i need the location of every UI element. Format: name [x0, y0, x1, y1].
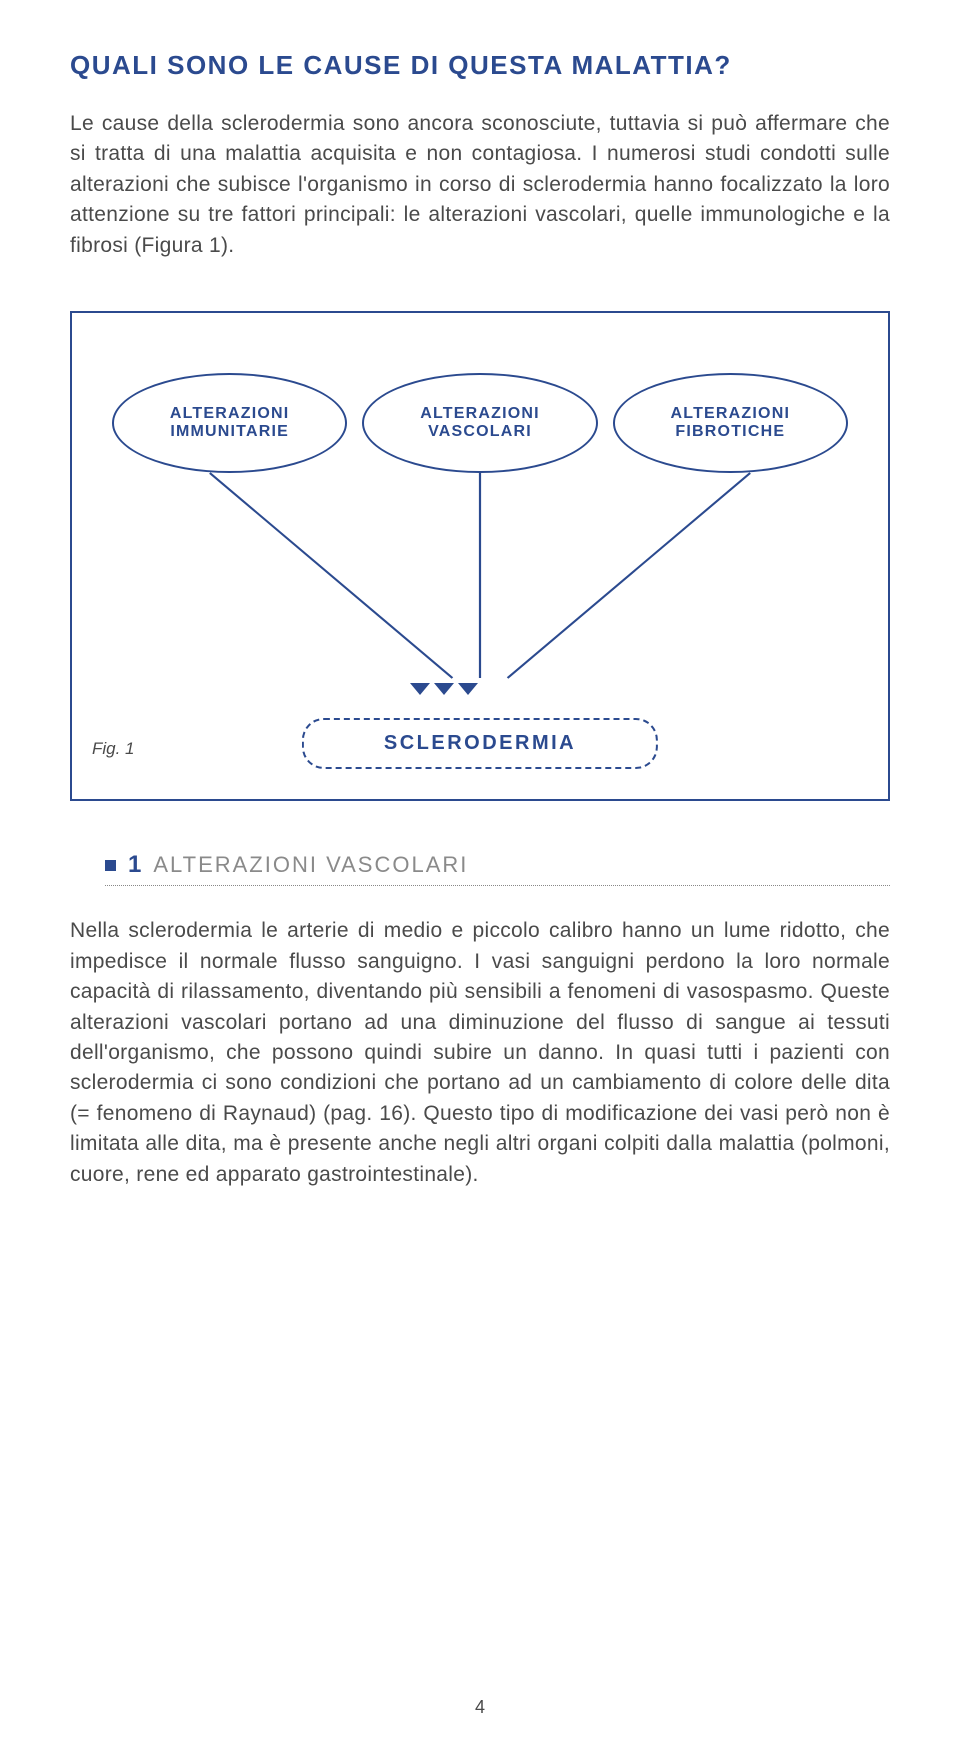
- ellipse-label: ALTERAZIONI: [170, 405, 290, 423]
- section-number: 1: [128, 851, 141, 879]
- ellipses-row: ALTERAZIONI IMMUNITARIE ALTERAZIONI VASC…: [112, 373, 848, 473]
- page-number: 4: [475, 1697, 485, 1718]
- section-title: ALTERAZIONI VASCOLARI: [153, 852, 468, 878]
- ellipse-label: ALTERAZIONI: [420, 405, 540, 423]
- ellipse-label: IMMUNITARIE: [170, 423, 289, 441]
- ellipse-label: VASCOLARI: [428, 423, 532, 441]
- result-box: SCLERODERMIA: [302, 718, 658, 769]
- section-header: 1 ALTERAZIONI VASCOLARI: [105, 851, 890, 886]
- connector-lines: [72, 463, 888, 693]
- ellipse-fibrotiche: ALTERAZIONI FIBROTICHE: [613, 373, 848, 473]
- page-title: QUALI SONO LE CAUSE DI QUESTA MALATTIA?: [70, 50, 890, 81]
- figure-label: Fig. 1: [92, 739, 135, 759]
- ellipse-label: FIBROTICHE: [675, 423, 785, 441]
- section-paragraph: Nella sclerodermia le arterie di medio e…: [70, 916, 890, 1190]
- figure-1: ALTERAZIONI IMMUNITARIE ALTERAZIONI VASC…: [70, 311, 890, 801]
- ellipse-label: ALTERAZIONI: [671, 405, 791, 423]
- bullet-icon: [105, 860, 116, 871]
- ellipse-immunitarie: ALTERAZIONI IMMUNITARIE: [112, 373, 347, 473]
- intro-paragraph: Le cause della sclerodermia sono ancora …: [70, 109, 890, 261]
- ellipse-vascolari: ALTERAZIONI VASCOLARI: [362, 373, 597, 473]
